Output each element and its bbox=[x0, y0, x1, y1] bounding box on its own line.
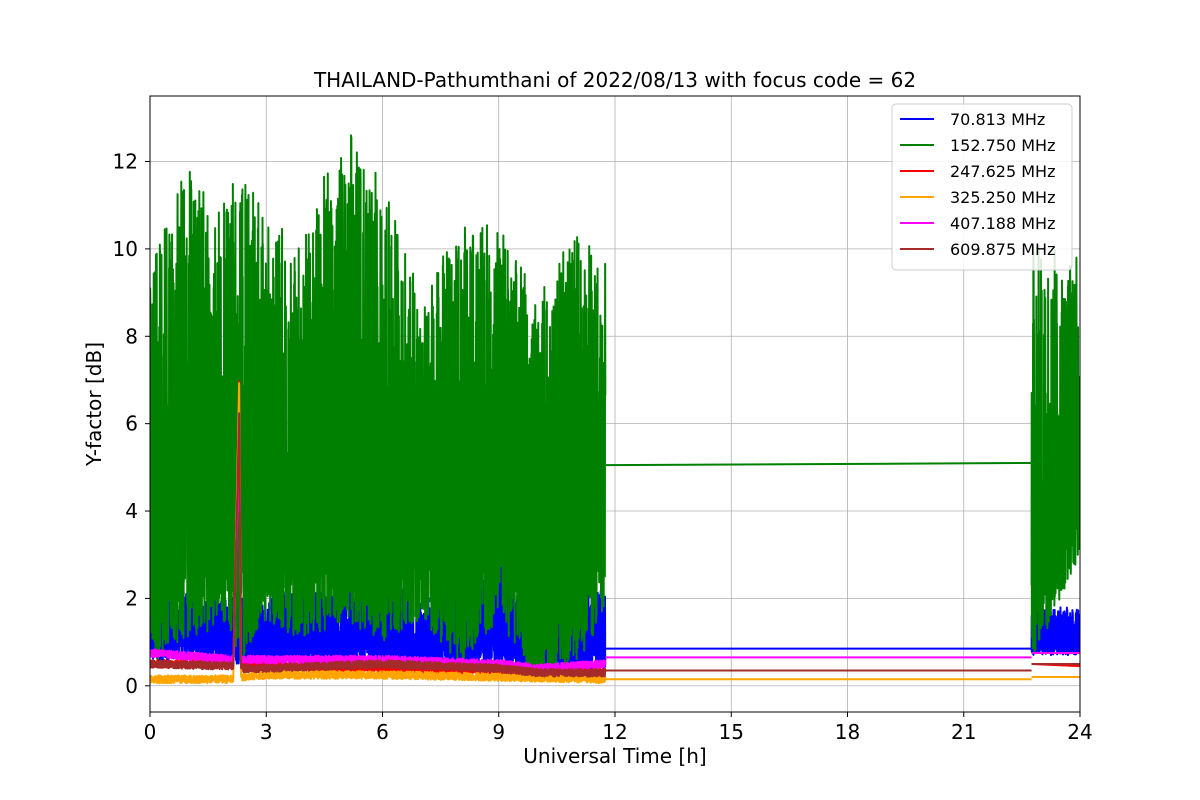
series-line-segment bbox=[1030, 244, 1080, 654]
x-tick-label: 12 bbox=[602, 720, 627, 744]
x-tick-label: 3 bbox=[260, 720, 273, 744]
series-609-875-mhz bbox=[150, 412, 1080, 678]
x-tick-label: 15 bbox=[719, 720, 744, 744]
x-tick-label: 9 bbox=[492, 720, 505, 744]
y-tick-label: 12 bbox=[113, 150, 138, 174]
x-tick-label: 0 bbox=[144, 720, 157, 744]
legend-label: 325.250 MHz bbox=[950, 188, 1055, 207]
series-line-segment bbox=[150, 134, 607, 683]
series-line-segment bbox=[1030, 606, 1080, 657]
series-line-segment bbox=[605, 461, 1032, 467]
series-152-750-mhz bbox=[150, 134, 1080, 683]
legend-label: 609.875 MHz bbox=[950, 240, 1055, 259]
plot-area-data bbox=[150, 134, 1080, 685]
x-tick-label: 24 bbox=[1067, 720, 1092, 744]
x-tick-label: 18 bbox=[835, 720, 860, 744]
series-line-segment bbox=[150, 382, 607, 685]
legend-label: 152.750 MHz bbox=[950, 136, 1055, 155]
y-tick-label: 0 bbox=[125, 674, 138, 698]
legend-label: 407.188 MHz bbox=[950, 214, 1055, 233]
y-axis-label: Y-factor [dB] bbox=[82, 342, 106, 467]
y-tick-label: 6 bbox=[125, 412, 138, 436]
legend-label: 70.813 MHz bbox=[950, 110, 1045, 129]
y-tick-label: 4 bbox=[125, 499, 138, 523]
legend-box bbox=[891, 103, 1073, 271]
y-tick-label: 10 bbox=[113, 237, 138, 261]
x-tick-label: 21 bbox=[951, 720, 976, 744]
legend-label: 247.625 MHz bbox=[950, 162, 1055, 181]
series-line-segment bbox=[150, 412, 607, 678]
chart-title: THAILAND-Pathumthani of 2022/08/13 with … bbox=[313, 68, 916, 92]
y-tick-label: 2 bbox=[125, 586, 138, 610]
series-325-250-mhz bbox=[150, 382, 1080, 685]
y-tick-label: 8 bbox=[125, 324, 138, 348]
x-tick-label: 6 bbox=[376, 720, 389, 744]
legend: 70.813 MHz 152.750 MHz 247.625 MHz 325.250 … bbox=[891, 103, 1073, 271]
x-axis-label: Universal Time [h] bbox=[523, 744, 706, 768]
